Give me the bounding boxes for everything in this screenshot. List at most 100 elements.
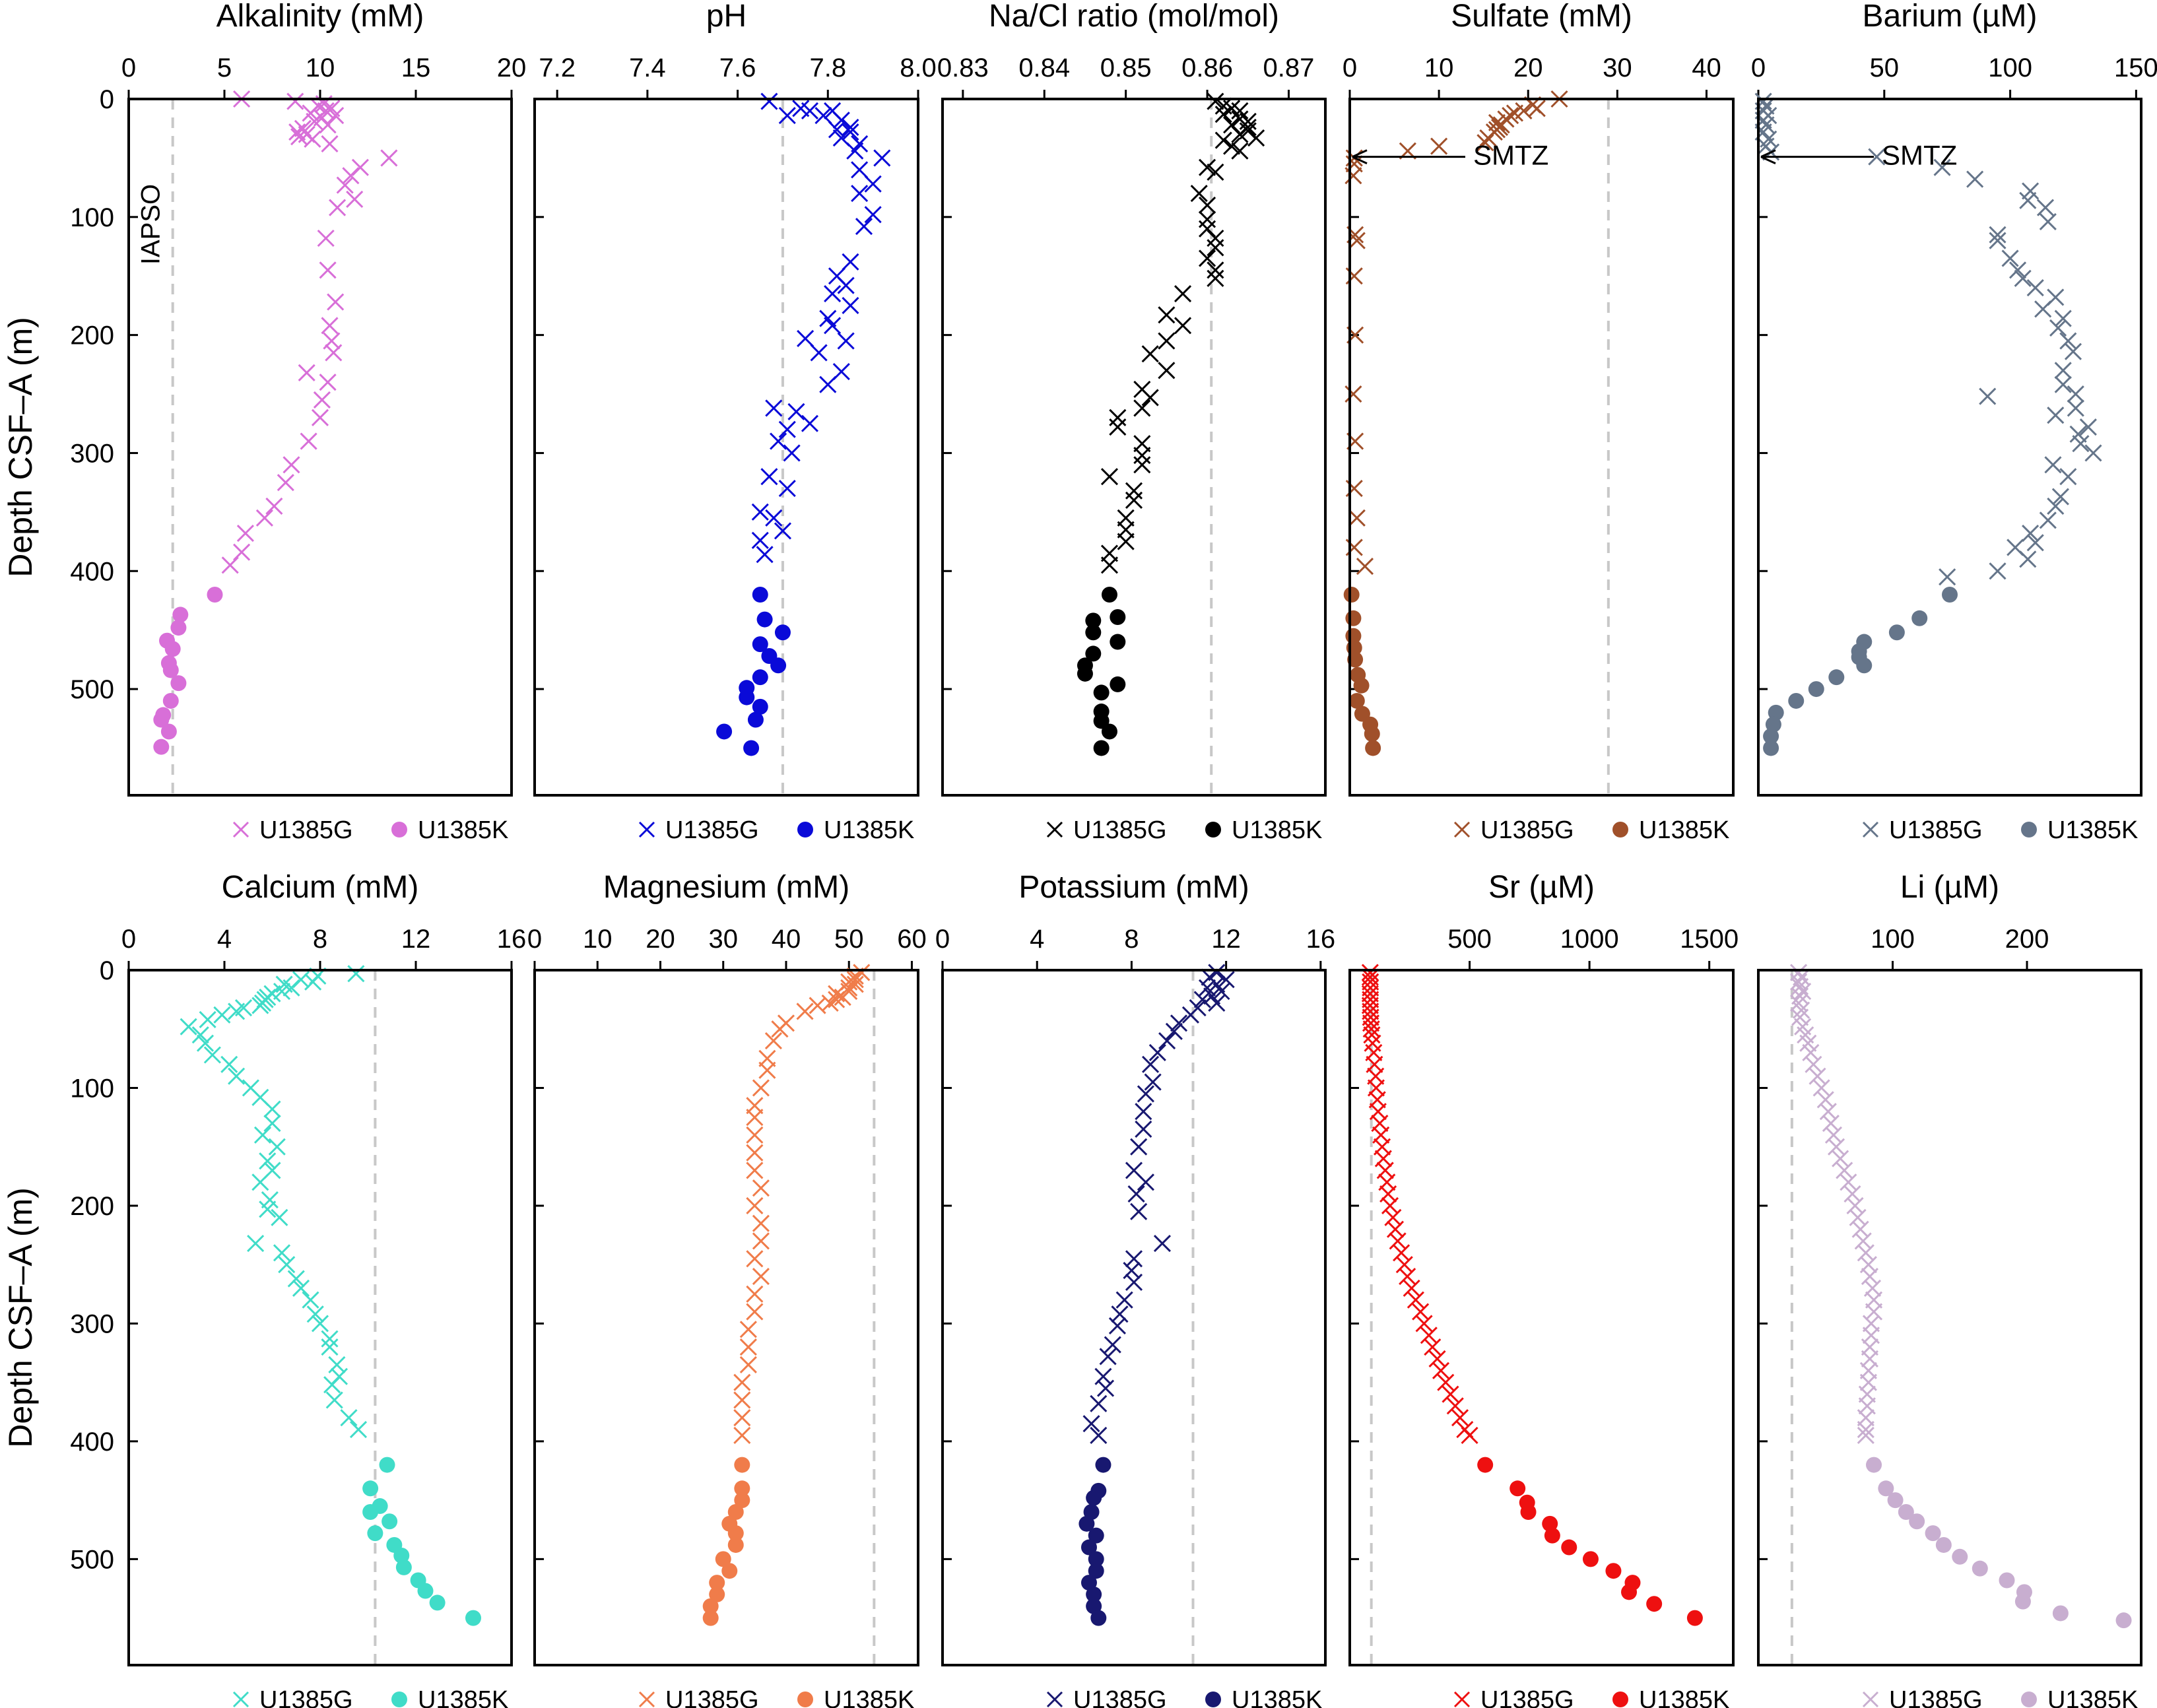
data-point-x xyxy=(783,444,801,462)
data-point-dot xyxy=(1999,1572,2015,1589)
data-point-dot xyxy=(1544,1527,1560,1544)
data-point-dot xyxy=(382,1513,398,1530)
series-U1385K xyxy=(1078,1457,1112,1626)
series-U1385G xyxy=(1789,964,1883,1445)
data-point-dot xyxy=(1935,1536,1952,1553)
data-point-dot xyxy=(1353,677,1370,694)
data-point-x xyxy=(1861,1267,1878,1286)
data-point-x xyxy=(251,997,269,1014)
x-tick-label: 20 xyxy=(646,925,675,954)
data-point-dot xyxy=(752,587,768,603)
data-point-x xyxy=(1933,158,1951,176)
x-tick-label: 20 xyxy=(1513,53,1543,82)
data-point-x xyxy=(282,456,300,474)
data-point-x xyxy=(1407,1291,1424,1309)
data-point-x xyxy=(1207,239,1224,257)
data-point-x xyxy=(2064,343,2082,360)
data-point-x xyxy=(1207,92,1224,110)
legend-marker-dot xyxy=(2021,1692,2037,1707)
chart-title: Potassium (mM) xyxy=(1018,870,1249,905)
data-point-x xyxy=(752,1232,770,1250)
data-point-dot xyxy=(465,1610,481,1626)
data-point-x xyxy=(1384,1208,1402,1226)
x-tick-label: 1000 xyxy=(1560,925,1619,954)
data-point-x xyxy=(2001,249,2019,267)
reference-line-label: IAPSO xyxy=(137,184,166,265)
data-point-dot xyxy=(1078,1515,1095,1532)
data-point-x xyxy=(760,468,778,486)
data-point-x xyxy=(2014,269,2032,287)
data-point-x xyxy=(1836,1162,1853,1179)
data-point-dot xyxy=(1088,1551,1104,1567)
data-point-x xyxy=(1966,170,1984,188)
data-point-x xyxy=(253,1126,272,1144)
data-point-x xyxy=(300,432,317,450)
data-point-x xyxy=(1348,232,1366,249)
x-tick-label: 0 xyxy=(121,53,136,82)
series-U1385G xyxy=(751,92,891,564)
data-point-x xyxy=(259,1200,277,1218)
data-point-x xyxy=(1344,167,1362,185)
chart-panel-8: Potassium (mM) 0 4 8 12 16 U1385G U1385K xyxy=(935,870,1335,1708)
data-point-x xyxy=(327,293,345,311)
data-point-x xyxy=(1212,983,1230,1001)
x-tick-label: 40 xyxy=(1692,53,1721,82)
chart-title: Magnesium (mM) xyxy=(603,870,849,905)
data-point-dot xyxy=(1942,587,1958,603)
data-point-x xyxy=(1165,1022,1183,1040)
data-point-x xyxy=(1137,1173,1154,1191)
x-tick-label: 4 xyxy=(1030,925,1044,954)
x-tick-label: 100 xyxy=(1988,53,2032,82)
data-point-dot xyxy=(727,1503,744,1520)
data-point-x xyxy=(1506,104,1524,122)
data-point-x xyxy=(814,106,832,125)
data-point-x xyxy=(752,1079,770,1097)
data-point-dot xyxy=(756,611,773,628)
legend: U1385G U1385K xyxy=(1862,1686,2138,1708)
smtz-label: SMTZ xyxy=(1882,140,1957,171)
data-point-x xyxy=(864,206,882,224)
data-point-x xyxy=(1214,131,1232,149)
x-tick-label: 0 xyxy=(1751,53,1766,82)
y-tick-label: 0 xyxy=(100,85,114,114)
data-point-x xyxy=(834,988,851,1006)
data-point-dot xyxy=(1110,676,1126,692)
data-point-dot xyxy=(702,1610,719,1626)
data-point-x xyxy=(1158,362,1176,379)
data-point-x xyxy=(319,116,337,134)
data-point-x xyxy=(1198,979,1216,997)
data-point-dot xyxy=(727,1525,744,1542)
data-point-dot xyxy=(709,1575,725,1591)
x-tick-label: 0.84 xyxy=(1018,53,1070,82)
data-point-x xyxy=(1461,1426,1478,1445)
data-point-x xyxy=(302,1291,319,1309)
data-point-x xyxy=(864,175,882,193)
data-point-x xyxy=(855,218,873,236)
data-point-x xyxy=(842,118,859,136)
y-tick-label: 200 xyxy=(70,1192,114,1221)
data-point-dot xyxy=(1909,1513,1925,1530)
data-point-x xyxy=(1174,317,1192,335)
x-tick-label: 0.83 xyxy=(937,53,989,82)
data-point-x xyxy=(746,1144,764,1162)
data-point-x xyxy=(746,1250,764,1268)
data-point-x xyxy=(733,1391,751,1409)
data-point-x xyxy=(1846,1197,1864,1215)
data-point-x xyxy=(1090,1426,1108,1445)
legend: U1385G U1385K xyxy=(1046,1686,1322,1708)
data-point-x xyxy=(1090,1395,1108,1412)
legend-label: U1385K xyxy=(418,816,508,844)
data-point-x xyxy=(2051,488,2069,506)
legend: U1385G U1385K xyxy=(1862,816,2138,844)
data-point-x xyxy=(1446,1397,1464,1415)
legend-marker-x xyxy=(1862,1691,1879,1708)
chart-panel-2: pH 7.2 7.4 7.6 7.8 8.0 U1385G U1385K xyxy=(533,0,937,844)
data-point-dot xyxy=(1110,634,1126,650)
data-point-x xyxy=(746,1126,764,1144)
data-point-x xyxy=(2072,435,2090,453)
data-point-x xyxy=(774,522,792,540)
chart-title: Alkalinity (mM) xyxy=(216,0,424,34)
y-tick-label: 400 xyxy=(70,1428,114,1457)
data-point-dot xyxy=(1765,716,1781,733)
